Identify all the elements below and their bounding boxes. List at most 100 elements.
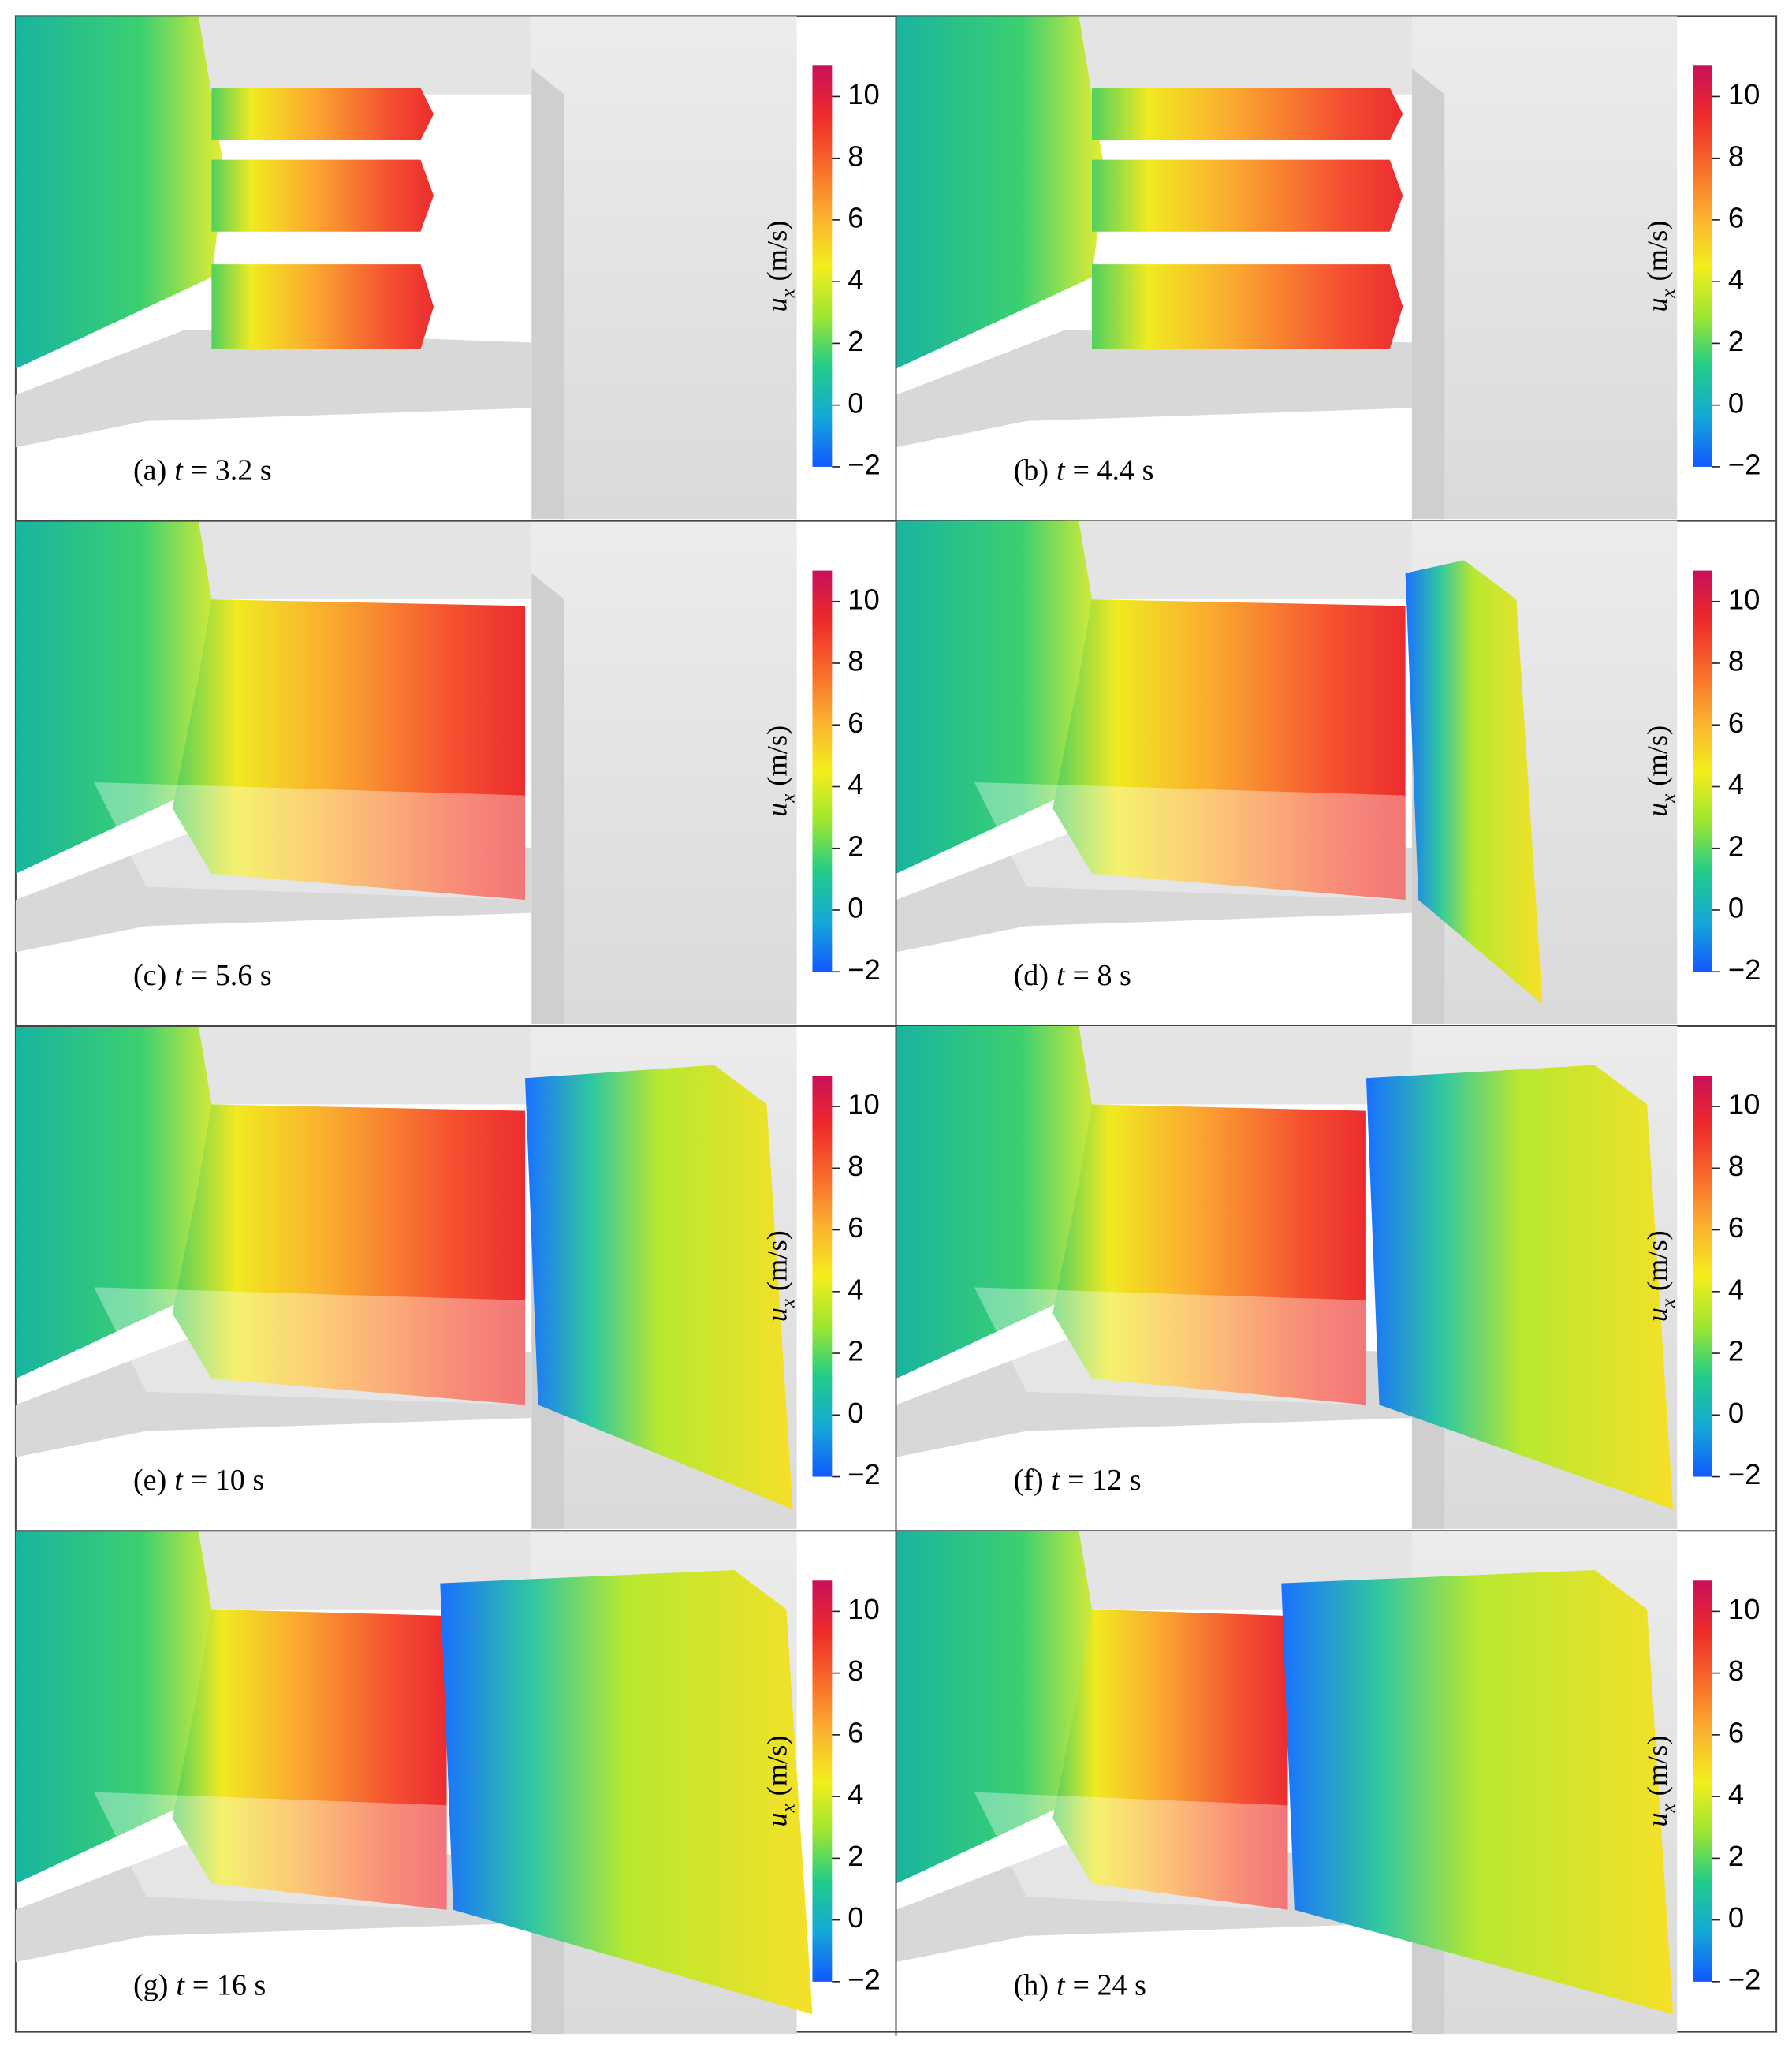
label-symbol: u bbox=[761, 297, 792, 311]
colorbar-tick-label: −2 bbox=[848, 1963, 881, 1995]
colorbar-tick-label: 4 bbox=[1728, 263, 1744, 296]
colorbar-tick-label: 10 bbox=[1728, 78, 1760, 110]
colorbar-tick-label: 10 bbox=[848, 1088, 880, 1121]
colorbar-tick-label: 4 bbox=[848, 263, 863, 296]
colorbar-tick-label: 2 bbox=[848, 1840, 863, 1872]
panel-letter: (a) bbox=[133, 453, 166, 487]
panel-caption: (b) t = 4.4 s bbox=[1014, 453, 1154, 487]
label-subscript: x bbox=[1658, 794, 1679, 804]
colorbar-label: ux (m/s) bbox=[1641, 221, 1679, 312]
label-subscript: x bbox=[777, 1804, 799, 1813]
colorbar-tick-label: 8 bbox=[1728, 1150, 1744, 1182]
colorbar-tick-label: 6 bbox=[1728, 1211, 1744, 1244]
time-variable: t bbox=[1052, 1464, 1061, 1497]
inlet bbox=[15, 1025, 225, 1379]
colorbar-tick-label: 6 bbox=[1728, 1717, 1744, 1749]
shade bbox=[94, 1792, 447, 1910]
label-symbol: u bbox=[1641, 297, 1673, 311]
colorbar bbox=[812, 570, 833, 972]
time-variable: t bbox=[1056, 453, 1066, 487]
colorbar-tick-label: 0 bbox=[848, 1901, 863, 1934]
panel-letter: (b) bbox=[1014, 453, 1049, 487]
colorbar-tick-label: 2 bbox=[1728, 830, 1744, 862]
time-variable: t bbox=[174, 453, 184, 487]
colorbar-tick-label: 2 bbox=[1728, 325, 1744, 357]
colorbar-tick-label: 2 bbox=[848, 325, 863, 357]
wall bbox=[531, 520, 797, 1024]
colorbar bbox=[1693, 1075, 1712, 1477]
panel-caption: (a) t = 3.2 s bbox=[133, 453, 272, 487]
label-subscript: x bbox=[1658, 1804, 1679, 1813]
panel-letter: (g) bbox=[133, 1968, 168, 2001]
colorbar-tick-label: 4 bbox=[1728, 1778, 1744, 1811]
panel-caption: (c) t = 5.6 s bbox=[133, 959, 272, 992]
colorbar-tick-label: 4 bbox=[848, 1778, 863, 1811]
wall bbox=[1065, 520, 1412, 600]
colorbar-tick-label: 4 bbox=[1728, 768, 1744, 800]
colorbar-tick-label: 10 bbox=[1728, 1088, 1760, 1121]
time-value: = 5.6 s bbox=[191, 959, 272, 992]
panel-caption: (g) t = 16 s bbox=[133, 1968, 266, 2001]
inlet bbox=[896, 520, 1105, 874]
surge bbox=[1281, 1570, 1674, 2015]
colorbar-tick-label: 10 bbox=[848, 78, 880, 110]
panel-letter: (e) bbox=[133, 1464, 166, 1497]
colorbar-tick-label: 8 bbox=[1728, 1654, 1744, 1687]
panel: (e) t = 10 s −2 0 2 4 6 8 10 ux (m/s) bbox=[15, 1025, 881, 1529]
panel: (h) t = 24 s −2 0 2 4 6 8 10 ux (m/s) bbox=[896, 1531, 1760, 2035]
colorbar-tick-label: 10 bbox=[848, 583, 880, 615]
jet bbox=[1052, 1609, 1288, 1910]
colorbar-tick-label: 0 bbox=[1728, 386, 1744, 419]
label-symbol: u bbox=[761, 1308, 792, 1322]
colorbar-tick-label: 0 bbox=[848, 386, 863, 419]
time-value: = 4.4 s bbox=[1072, 453, 1153, 487]
time-value: = 16 s bbox=[192, 1968, 266, 2001]
label-subscript: x bbox=[1658, 289, 1679, 298]
label-symbol: u bbox=[761, 1812, 792, 1826]
colorbar-tick-label: −2 bbox=[1728, 953, 1761, 986]
time-variable: t bbox=[176, 1968, 185, 2001]
panel: (d) t = 8 s −2 0 2 4 6 8 10 ux (m/s) bbox=[896, 520, 1761, 1024]
label-unit: (m/s) bbox=[1641, 1230, 1673, 1291]
colorbar-label: ux (m/s) bbox=[1641, 726, 1679, 817]
wall bbox=[896, 329, 1412, 448]
wall bbox=[15, 329, 532, 448]
colorbar-tick-label: 6 bbox=[848, 707, 863, 739]
surge bbox=[440, 1570, 813, 2015]
label-subscript: x bbox=[777, 289, 799, 298]
jet bbox=[1092, 264, 1403, 349]
label-symbol: u bbox=[1641, 803, 1673, 817]
panel: (g) t = 16 s −2 0 2 4 6 8 10 ux (m/s) bbox=[15, 1531, 881, 2035]
colorbar-tick-label: 10 bbox=[848, 1593, 880, 1625]
wall bbox=[1065, 16, 1412, 95]
time-value: = 3.2 s bbox=[191, 453, 272, 487]
shade bbox=[94, 1287, 525, 1405]
shade bbox=[94, 782, 525, 901]
label-unit: (m/s) bbox=[1641, 221, 1673, 282]
jet bbox=[1092, 159, 1403, 232]
colorbar-label: ux (m/s) bbox=[761, 1736, 799, 1827]
colorbar-tick-label: 8 bbox=[848, 1150, 863, 1182]
colorbar-tick-label: 6 bbox=[1728, 707, 1744, 739]
panel-caption: (h) t = 24 s bbox=[1014, 1968, 1146, 2001]
colorbar-tick-label: 2 bbox=[848, 1335, 863, 1367]
colorbar-label: ux (m/s) bbox=[1641, 1230, 1679, 1322]
wall bbox=[185, 520, 532, 600]
label-unit: (m/s) bbox=[761, 221, 792, 282]
colorbar-tick-label: 2 bbox=[1728, 1840, 1744, 1872]
inlet bbox=[896, 16, 1105, 369]
colorbar-tick-label: 6 bbox=[848, 1717, 863, 1749]
label-subscript: x bbox=[1658, 1299, 1679, 1308]
panel-letter: (f) bbox=[1014, 1464, 1044, 1497]
colorbar-label: ux (m/s) bbox=[761, 221, 799, 312]
time-value: = 24 s bbox=[1072, 1968, 1146, 2001]
jet bbox=[1052, 1104, 1366, 1405]
colorbar-tick-label: −2 bbox=[848, 953, 881, 986]
colorbar-tick-label: 8 bbox=[1728, 140, 1744, 172]
jet bbox=[211, 264, 434, 349]
colorbar bbox=[1693, 570, 1712, 972]
time-value: = 12 s bbox=[1067, 1464, 1141, 1497]
colorbar-label: ux (m/s) bbox=[1641, 1736, 1679, 1827]
panel: (a) t = 3.2 s −2 0 2 4 6 8 10 ux (m/s) bbox=[15, 16, 881, 520]
